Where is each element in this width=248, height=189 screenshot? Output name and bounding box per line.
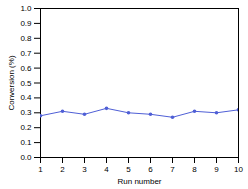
svg-text:0.7: 0.7 (20, 49, 32, 58)
svg-text:6: 6 (148, 165, 153, 174)
svg-text:1.0: 1.0 (20, 4, 32, 13)
svg-text:0.9: 0.9 (20, 19, 32, 28)
svg-text:0.5: 0.5 (20, 79, 32, 88)
svg-text:0.4: 0.4 (20, 93, 32, 102)
svg-text:10: 10 (234, 165, 243, 174)
svg-text:0.6: 0.6 (20, 64, 32, 73)
svg-text:Run number: Run number (117, 177, 161, 186)
svg-text:4: 4 (104, 165, 109, 174)
svg-text:8: 8 (192, 165, 197, 174)
svg-text:2: 2 (60, 165, 65, 174)
svg-text:0.8: 0.8 (20, 34, 32, 43)
svg-text:5: 5 (126, 165, 131, 174)
svg-text:9: 9 (214, 165, 219, 174)
svg-text:3: 3 (82, 165, 87, 174)
svg-text:7: 7 (170, 165, 175, 174)
svg-text:0.1: 0.1 (20, 138, 32, 147)
svg-text:0.2: 0.2 (20, 123, 32, 132)
svg-text:0.0: 0.0 (20, 153, 32, 162)
svg-text:Conversion (%): Conversion (%) (7, 55, 16, 110)
svg-text:0.3: 0.3 (20, 108, 32, 117)
svg-text:1: 1 (38, 165, 43, 174)
